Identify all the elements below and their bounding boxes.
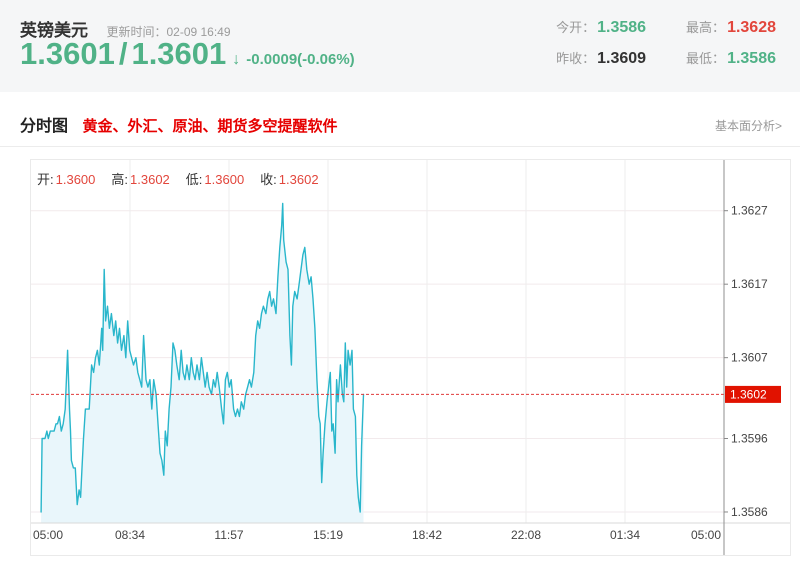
ohlc-label: 低:: [185, 172, 203, 187]
update-time: 更新时间：02-09 16:49: [106, 25, 230, 39]
stat-value: 1.3628: [727, 19, 776, 36]
x-axis-label: 22:08: [511, 528, 541, 542]
stat-value: 1.3609: [597, 50, 647, 67]
stat-item: 今开： 1.3586: [556, 17, 646, 37]
x-axis-label: 08:34: [115, 528, 145, 542]
stat-item: 最低： 1.3586: [686, 48, 776, 68]
promo-link[interactable]: 黄金、外汇、原油、期货多空提醒软件: [82, 118, 338, 135]
price-change: -0.0009(-0.06%): [246, 51, 355, 68]
day-stats: 今开： 1.3586 最高： 1.3628 昨收： 1.3609 最低： 1.3586: [556, 17, 776, 68]
stat-label: 今开：: [556, 20, 596, 35]
price-area-fill: [41, 203, 364, 523]
current-price-badge-text: 1.3602: [730, 387, 767, 401]
y-axis-label: 1.3607: [731, 351, 768, 365]
ohlc-item: 收: 1.3602: [260, 169, 318, 188]
y-axis-label: 1.3617: [731, 277, 768, 291]
ohlc-legend: 开: 1.3600 高: 1.3602 低: 1.3600 收: 1.3602: [37, 169, 319, 188]
ohlc-item: 低: 1.3600: [186, 169, 244, 188]
x-axis-label: 05:00: [691, 528, 721, 542]
bid-ask-price: 1.3601/1.3601: [20, 36, 226, 72]
stat-item: 昨收： 1.3609: [556, 48, 646, 68]
y-axis-label: 1.3627: [731, 204, 768, 218]
price-row: 1.3601/1.3601 ↓ -0.0009(-0.06%): [20, 36, 355, 72]
price-separator: /: [118, 36, 128, 71]
price-line: [40, 202, 365, 513]
ohlc-item: 开: 1.3600: [37, 169, 95, 188]
ohlc-value: 1.3602: [278, 172, 319, 187]
symbol-row: 英镑美元 更新时间：02-09 16:49: [20, 16, 231, 41]
stat-label: 昨收：: [556, 51, 596, 66]
divider-line: [0, 146, 800, 147]
ohlc-item: 高: 1.3602: [111, 169, 169, 188]
current-price-badge: [725, 385, 781, 403]
ohlc-label: 开:: [37, 172, 54, 187]
y-axis-label: 1.3586: [731, 505, 768, 519]
stat-label: 最高：: [686, 20, 726, 35]
stat-label: 最低：: [686, 51, 726, 66]
ohlc-label: 高:: [111, 172, 129, 187]
tab-bar: 分时图 黄金、外汇、原油、期货多空提醒软件 基本面分析>: [20, 112, 782, 138]
x-axis-label: 05:00: [33, 528, 63, 542]
fundamental-analysis-link[interactable]: 基本面分析>: [714, 119, 782, 133]
ask-price: 1.3601: [131, 36, 227, 71]
ohlc-value: 1.3600: [55, 172, 96, 187]
bid-price: 1.3601: [20, 36, 115, 71]
ohlc-value: 1.3602: [130, 172, 170, 187]
y-axis-label: 1.3596: [731, 431, 768, 445]
ohlc-value: 1.3600: [204, 172, 245, 187]
x-axis-label: 11:57: [214, 528, 243, 542]
stat-item: 最高： 1.3628: [686, 17, 776, 37]
ohlc-label: 收:: [260, 172, 277, 187]
down-arrow-icon: ↓: [232, 51, 241, 68]
stat-value: 1.3586: [597, 19, 647, 36]
x-axis-label: 01:34: [610, 528, 640, 542]
tab-time-chart[interactable]: 分时图: [20, 118, 69, 135]
price-chart: 1.3627 1.3617 1.3607 1.3596 1.3586 1.3602 05:0…: [31, 160, 790, 555]
symbol-name: 英镑美元: [20, 21, 88, 40]
stat-value: 1.3586: [727, 50, 776, 67]
x-axis-label: 18:42: [412, 528, 442, 542]
quote-header: 英镑美元 更新时间：02-09 16:49 1.3601/1.3601 ↓ -0…: [0, 0, 800, 92]
update-time-label: 更新时间：: [106, 25, 167, 39]
chart-container: 1.3627 1.3617 1.3607 1.3596 1.3586 1.3602 05:0…: [30, 159, 791, 556]
update-time-value: 02-09 16:49: [166, 25, 231, 39]
x-axis-label: 15:19: [313, 528, 343, 542]
